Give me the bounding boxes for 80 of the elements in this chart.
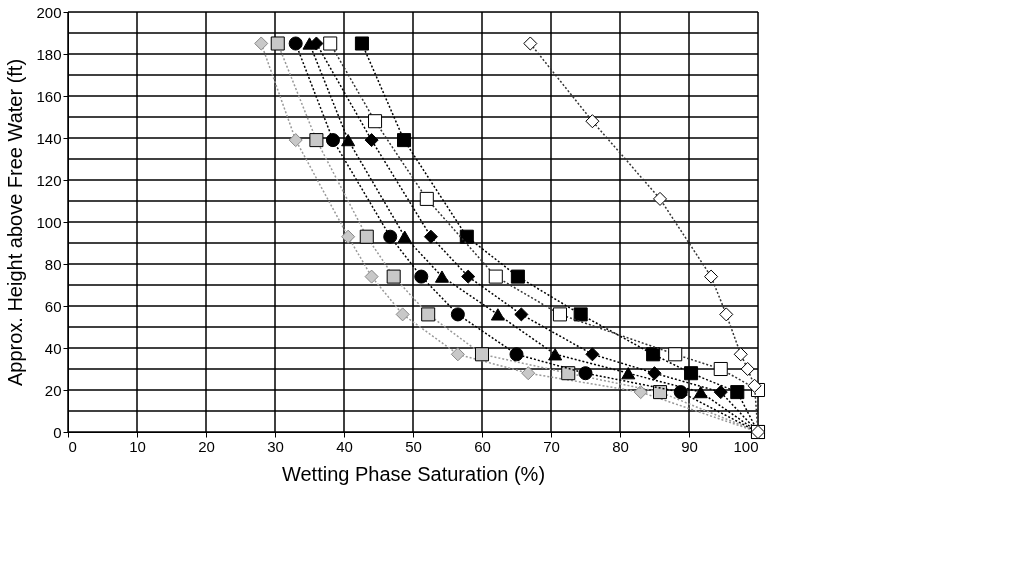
- y-tick-label: 160: [36, 87, 62, 105]
- y-tick-label: 0: [53, 423, 62, 441]
- x-tick-label: 70: [543, 437, 560, 455]
- x-tick-label: 20: [198, 437, 215, 455]
- point: [747, 378, 762, 393]
- point: [395, 307, 410, 322]
- x-tick-label: 40: [336, 437, 353, 455]
- y-tick-label: 80: [44, 255, 62, 273]
- x-axis-title: Wetting Phase Saturation (%): [281, 462, 546, 485]
- x-tick-label: 0: [68, 437, 77, 455]
- point: [684, 366, 699, 381]
- point: [510, 269, 525, 284]
- point: [397, 230, 412, 243]
- point: [713, 385, 728, 400]
- point: [578, 366, 593, 381]
- point: [421, 307, 436, 322]
- point: [254, 36, 269, 51]
- point: [325, 133, 340, 148]
- x-tick-label: 50: [405, 437, 422, 455]
- point: [386, 269, 401, 284]
- point: [552, 307, 567, 322]
- x-tick-label: 90: [681, 437, 698, 455]
- point: [354, 36, 369, 51]
- point: [309, 133, 324, 148]
- y-tick-label: 20: [44, 381, 62, 399]
- y-tick-label: 180: [36, 45, 62, 63]
- point: [270, 36, 285, 51]
- point: [288, 36, 303, 51]
- y-tick-label: 200: [36, 3, 62, 21]
- point: [673, 385, 688, 400]
- point: [309, 36, 324, 51]
- y-tick-label: 60: [44, 297, 62, 315]
- point: [419, 191, 434, 206]
- point: [548, 348, 563, 361]
- y-axis-title: Approx. Height above Free Water (ft): [4, 58, 27, 387]
- x-tick-label: 10: [129, 437, 146, 455]
- point: [646, 347, 661, 362]
- point: [647, 366, 662, 381]
- point: [488, 269, 503, 284]
- x-tick-label: 60: [474, 437, 491, 455]
- point: [450, 347, 465, 362]
- point: [713, 361, 728, 377]
- point: [341, 133, 356, 147]
- y-tick-label: 40: [44, 339, 62, 357]
- point: [561, 366, 576, 381]
- point: [521, 366, 536, 381]
- x-tick-label: 100: [733, 437, 759, 455]
- point: [573, 307, 588, 322]
- point: [740, 361, 755, 377]
- x-tick-label: 30: [267, 437, 284, 455]
- point: [323, 36, 338, 51]
- point: [490, 308, 505, 321]
- point: [423, 229, 438, 244]
- point: [509, 347, 524, 362]
- point: [288, 133, 303, 148]
- point: [514, 307, 529, 322]
- point: [730, 385, 745, 400]
- point: [364, 269, 379, 284]
- point: [397, 133, 412, 148]
- point: [585, 347, 600, 362]
- point: [359, 229, 374, 244]
- point: [474, 347, 490, 362]
- x-tick-label: 80: [612, 437, 629, 455]
- point: [461, 269, 476, 284]
- point: [434, 270, 449, 283]
- point: [633, 385, 648, 400]
- y-tick-label: 100: [36, 213, 62, 231]
- point: [364, 133, 379, 148]
- point: [668, 347, 683, 362]
- point: [341, 229, 356, 244]
- point: [459, 229, 474, 244]
- y-tick-label: 120: [36, 171, 62, 189]
- point: [693, 385, 708, 399]
- point: [368, 114, 383, 129]
- point: [414, 269, 429, 284]
- point: [450, 307, 465, 322]
- point: [653, 385, 668, 400]
- y-tick-label: 140: [36, 129, 62, 147]
- point: [383, 229, 398, 244]
- point: [621, 367, 636, 380]
